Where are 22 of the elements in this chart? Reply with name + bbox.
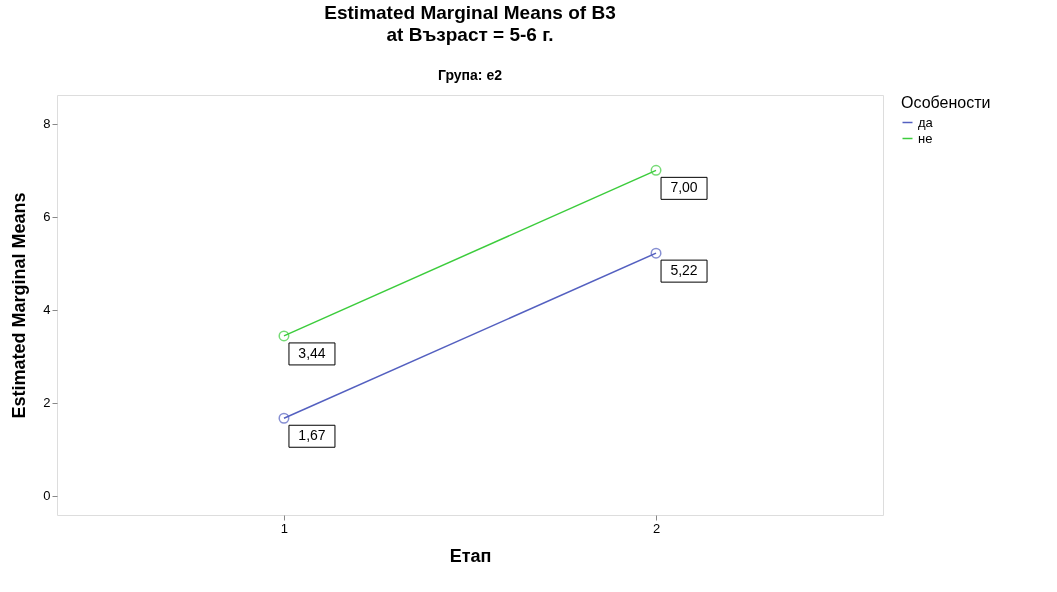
y-tick-label: 4 bbox=[43, 302, 51, 318]
y-tick-label: 0 bbox=[43, 488, 51, 504]
point bbox=[278, 330, 290, 342]
text: Група: e2 bbox=[438, 67, 503, 83]
point bbox=[650, 164, 662, 176]
y-tick-label: 8 bbox=[43, 116, 51, 132]
legend-title: Особености bbox=[901, 94, 991, 111]
x-axis-title: Етап bbox=[449, 545, 492, 566]
y-tick-label: 2 bbox=[43, 395, 51, 411]
y-tick-label: 6 bbox=[43, 209, 51, 225]
data-label: 1,67 bbox=[298, 427, 326, 444]
y-axis-title: Estimated Marginal Means bbox=[9, 192, 30, 419]
legend-label: не bbox=[918, 130, 933, 146]
x-tick-label: 1 bbox=[280, 520, 289, 536]
chart-subtitle: at Възраст = 5-6 г. bbox=[386, 24, 554, 45]
data-label: 3,44 bbox=[298, 344, 326, 361]
data-label: 5,22 bbox=[670, 262, 698, 279]
data-label: 7,00 bbox=[670, 179, 698, 196]
point bbox=[650, 247, 662, 259]
chart-title: Estimated Marginal Means of B3 bbox=[324, 2, 616, 23]
point bbox=[278, 412, 290, 424]
legend-label: да bbox=[918, 114, 934, 130]
